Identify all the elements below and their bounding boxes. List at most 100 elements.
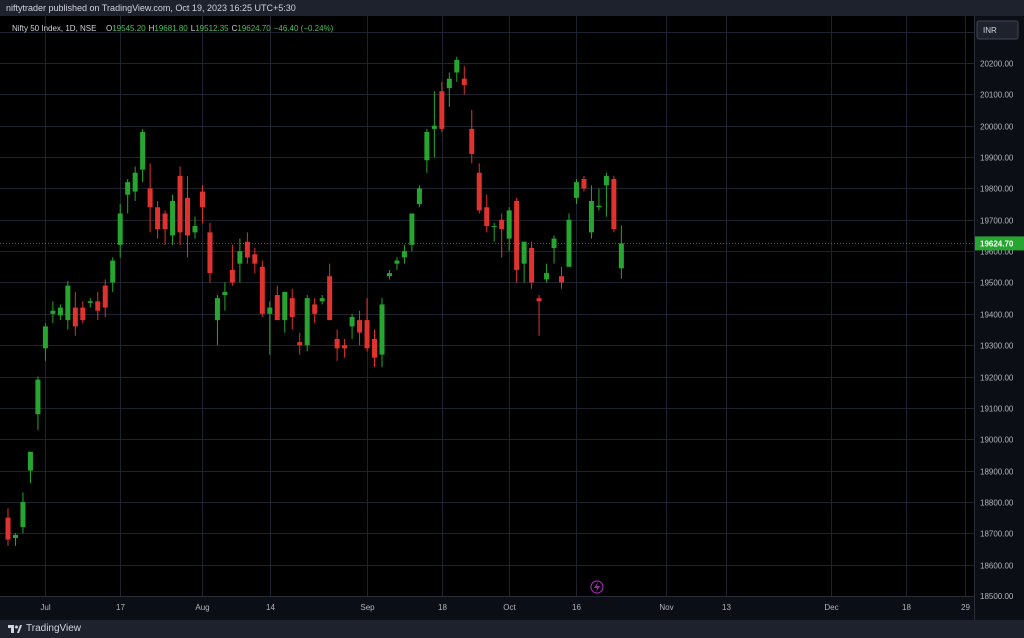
candle: [282, 291, 288, 333]
y-tick-label: 19900.00: [980, 154, 1014, 163]
candle-body: [155, 207, 161, 230]
x-tick-label: 16: [572, 603, 581, 612]
candle: [559, 266, 565, 289]
candle: [57, 304, 63, 321]
x-axis: Jul 17 Aug 14 Sep 18 Oct 16 Nov 13 Dec 18 29: [40, 603, 970, 612]
candle: [140, 128, 146, 183]
y-tick-label: 19100.00: [980, 405, 1014, 414]
candle-body: [424, 132, 430, 161]
last-price-tag: [975, 236, 1024, 251]
candle: [446, 72, 452, 107]
candle-body: [162, 213, 168, 230]
x-tick-label: 18: [902, 603, 911, 612]
candle-body: [5, 517, 11, 540]
last-price-label: 19624.70: [980, 239, 1014, 248]
low-label: L: [191, 24, 196, 33]
candle: [222, 282, 228, 311]
candle: [319, 295, 325, 305]
candle: [267, 301, 273, 355]
candle: [259, 260, 265, 317]
publish-info: niftytrader published on TradingView.com…: [6, 3, 296, 13]
candle-body: [147, 188, 153, 208]
currency-box[interactable]: INR: [976, 20, 1019, 40]
candle: [87, 298, 93, 308]
currency-label: INR: [983, 26, 997, 35]
candle-body: [192, 226, 198, 233]
candle: [566, 213, 572, 267]
time-axis-panel[interactable]: [0, 596, 974, 620]
x-tick-label: Oct: [503, 603, 516, 612]
candle: [401, 244, 407, 264]
candle: [125, 179, 131, 214]
candle-body: [110, 260, 116, 283]
price-axis-panel[interactable]: [974, 16, 1024, 620]
candle-body: [87, 301, 93, 303]
tradingview-brand[interactable]: TradingView: [8, 623, 81, 634]
candle-body: [289, 298, 295, 317]
candle-body: [342, 345, 348, 349]
candle-body: [297, 342, 303, 346]
candle: [416, 185, 422, 208]
y-tick-label: 18800.00: [980, 499, 1014, 508]
candle-body: [282, 291, 288, 321]
candle-body: [95, 301, 101, 311]
candle-body: [140, 132, 146, 170]
candle-body: [461, 78, 467, 85]
candle-body: [65, 285, 71, 321]
flash-icon[interactable]: [590, 580, 604, 594]
y-tick-label: 18900.00: [980, 468, 1014, 477]
candle-body: [252, 254, 258, 264]
candle-body: [12, 534, 18, 538]
chart-area[interactable]: 18500.00 18600.00 18700.00 18800.00 18900.00…: [0, 16, 1024, 620]
candle: [229, 244, 235, 286]
candle: [147, 163, 153, 233]
candle-body: [521, 241, 527, 264]
candle: [491, 222, 497, 242]
candle-body: [349, 316, 355, 327]
candle: [327, 263, 333, 321]
candle-body: [529, 248, 535, 283]
low-value: 19512.35: [195, 24, 229, 33]
candle: [214, 295, 220, 346]
candle-body: [514, 200, 520, 270]
x-tick-label: Aug: [195, 603, 209, 612]
candle-body: [484, 207, 490, 227]
high-label: H: [149, 24, 155, 33]
y-tick-label: 19300.00: [980, 342, 1014, 351]
y-tick-label: 19000.00: [980, 436, 1014, 445]
candle: [514, 197, 520, 283]
candle-body: [312, 304, 318, 314]
candle-body: [566, 219, 572, 267]
candle: [596, 188, 602, 211]
candle-body: [177, 175, 183, 233]
candle-body: [446, 78, 452, 89]
candle-body: [304, 298, 310, 346]
candle-body: [20, 501, 26, 528]
candle-body: [409, 213, 415, 245]
x-tick-label: 13: [722, 603, 731, 612]
x-tick-label: Dec: [824, 603, 838, 612]
grid: [0, 16, 974, 596]
candle-body: [499, 219, 505, 230]
x-tick-label: Jul: [40, 603, 50, 612]
candle-body: [469, 128, 475, 154]
candle: [409, 213, 415, 252]
candle-body: [536, 298, 542, 302]
candle-body: [185, 197, 191, 236]
legend-ohlc: O19545.20 H19681.80 L19512.35 C19624.70 −46.…: [106, 24, 334, 33]
candle-body: [80, 307, 86, 321]
candle-body: [506, 210, 512, 239]
tradingview-logo-icon: [8, 624, 22, 633]
y-tick-label: 20000.00: [980, 123, 1014, 132]
candle-body: [244, 241, 250, 258]
legend-symbol: Nifty 50 Index, 1D, NSE: [12, 24, 96, 33]
candle-body: [611, 179, 617, 230]
candle: [349, 313, 355, 339]
price-chart[interactable]: 18500.00 18600.00 18700.00 18800.00 18900.00…: [0, 16, 1024, 620]
candle-body: [439, 91, 445, 129]
y-axis: 18500.00 18600.00 18700.00 18800.00 18900.00…: [980, 29, 1014, 602]
x-tick-label: 14: [266, 603, 275, 612]
candle-body: [102, 285, 108, 308]
candles: [5, 56, 624, 546]
